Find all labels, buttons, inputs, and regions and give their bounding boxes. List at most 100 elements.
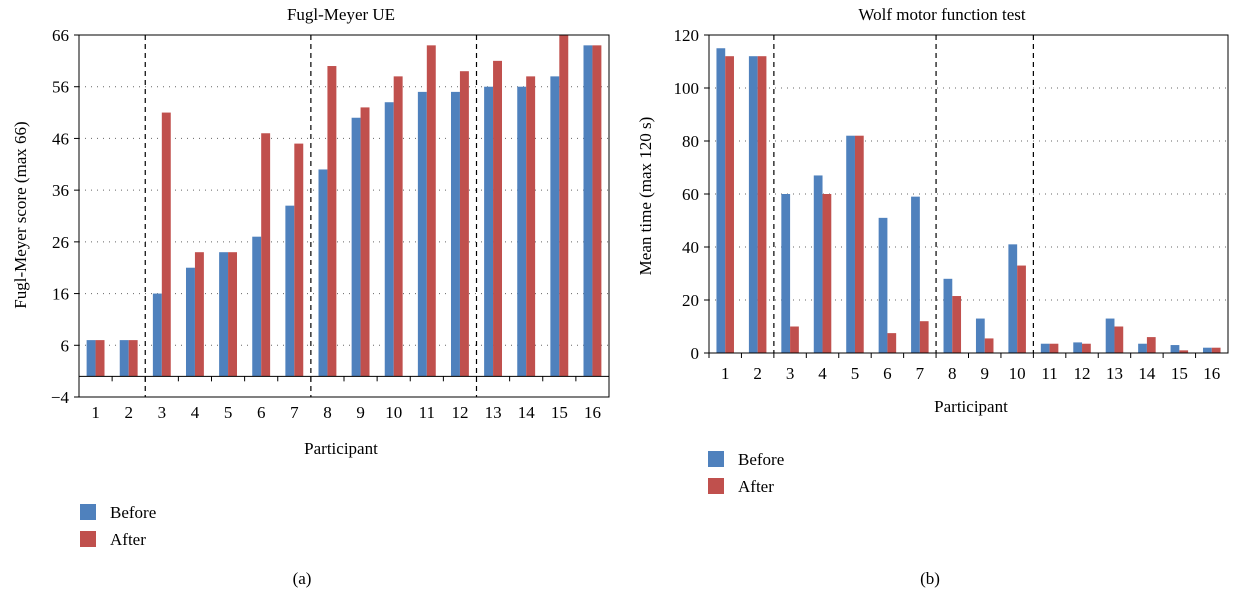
y-tick-label: 120 <box>674 26 700 45</box>
x-tick-label: 5 <box>851 364 860 383</box>
bar-after-10 <box>393 76 403 377</box>
y-tick-label: 20 <box>682 291 699 310</box>
bar-before-8 <box>943 278 953 353</box>
chart-title: Wolf motor function test <box>858 5 1025 24</box>
bar-after-14 <box>526 76 536 377</box>
plot-frame <box>78 34 610 398</box>
y-tick-label: 66 <box>52 26 69 45</box>
legend-swatch-after <box>708 478 724 494</box>
y-tick-label: 46 <box>52 129 69 148</box>
x-tick-label: 9 <box>356 403 365 422</box>
x-tick-label: 11 <box>419 403 435 422</box>
x-tick-label: 1 <box>721 364 730 383</box>
y-tick-label: 36 <box>52 181 69 200</box>
bar-before-3 <box>152 293 162 377</box>
bar-after-9 <box>984 338 994 353</box>
legend-swatch-after <box>80 531 96 547</box>
y-tick-label: 40 <box>682 238 699 257</box>
x-tick-label: 13 <box>485 403 502 422</box>
y-tick-label: 6 <box>61 336 70 355</box>
x-tick-label: 11 <box>1041 364 1057 383</box>
bar-after-15 <box>1179 350 1189 353</box>
bar-after-14 <box>1146 337 1156 353</box>
y-tick-label: 100 <box>674 79 700 98</box>
x-tick-label: 12 <box>451 403 468 422</box>
bar-before-7 <box>285 205 295 377</box>
bar-after-5 <box>854 135 864 353</box>
bar-after-5 <box>228 252 238 377</box>
bar-after-13 <box>1114 326 1124 353</box>
chart-title: Fugl-Meyer UE <box>287 5 395 24</box>
bar-before-5 <box>219 252 229 377</box>
bar-after-6 <box>261 133 271 377</box>
y-axis-label: Fugl-Meyer score (max 66) <box>11 121 30 308</box>
x-tick-label: 4 <box>818 364 827 383</box>
x-axis-label: Participant <box>304 439 378 458</box>
bar-after-7 <box>294 143 304 377</box>
bar-after-4 <box>822 194 832 353</box>
bar-after-4 <box>194 252 204 377</box>
bar-before-2 <box>748 56 758 353</box>
x-tick-label: 7 <box>916 364 925 383</box>
bar-after-8 <box>952 296 962 353</box>
x-tick-label: 2 <box>753 364 762 383</box>
bar-after-3 <box>790 326 799 353</box>
legend-label-after: After <box>738 477 774 496</box>
bar-before-2 <box>119 340 129 377</box>
bar-after-11 <box>426 45 436 377</box>
x-tick-label: 3 <box>158 403 167 422</box>
legend-label-before: Before <box>738 450 784 469</box>
chart-wolf-motor: Wolf motor function test Mean time (max … <box>636 5 1229 588</box>
x-tick-label: 5 <box>224 403 233 422</box>
bar-before-4 <box>185 267 195 377</box>
x-tick-label: 16 <box>1203 364 1220 383</box>
x-tick-label: 4 <box>191 403 200 422</box>
bar-after-10 <box>1017 265 1026 353</box>
bar-before-15 <box>550 76 560 377</box>
bar-before-11 <box>417 91 427 377</box>
x-tick-label: 14 <box>518 403 536 422</box>
bar-before-16 <box>583 45 593 377</box>
bar-after-6 <box>887 333 897 353</box>
bar-before-10 <box>1008 244 1018 353</box>
bar-before-8 <box>318 169 328 377</box>
legend-swatch-before <box>80 504 96 520</box>
y-axis-label: Mean time (max 120 s) <box>636 117 655 276</box>
y-tick-label: 0 <box>691 344 700 363</box>
bar-before-14 <box>1138 343 1147 353</box>
x-tick-label: 15 <box>551 403 568 422</box>
bar-before-4 <box>813 175 823 353</box>
y-tick-label: 60 <box>682 185 699 204</box>
bar-before-1 <box>86 340 96 377</box>
panel-label: (a) <box>293 569 312 588</box>
x-tick-label: 15 <box>1171 364 1188 383</box>
x-tick-label: 3 <box>786 364 795 383</box>
bar-before-10 <box>384 102 394 377</box>
bar-after-2 <box>757 56 767 353</box>
bar-after-11 <box>1049 343 1059 353</box>
bar-after-16 <box>1211 347 1221 353</box>
bar-after-16 <box>592 45 602 377</box>
x-tick-label: 10 <box>385 403 402 422</box>
x-tick-label: 12 <box>1074 364 1091 383</box>
legend-swatch-before <box>708 451 724 467</box>
bar-before-5 <box>846 135 855 353</box>
bar-after-1 <box>95 340 105 377</box>
bar-after-3 <box>161 112 171 377</box>
bar-before-12 <box>1073 342 1083 353</box>
bar-after-8 <box>327 66 337 377</box>
panel-label: (b) <box>920 569 940 588</box>
bar-before-6 <box>252 236 262 377</box>
x-tick-label: 8 <box>323 403 332 422</box>
legend-label-before: Before <box>110 503 156 522</box>
x-tick-label: 10 <box>1009 364 1026 383</box>
bar-before-16 <box>1203 347 1212 353</box>
bar-after-12 <box>459 71 469 377</box>
bar-before-13 <box>484 86 494 377</box>
x-tick-label: 2 <box>124 403 133 422</box>
bar-after-9 <box>360 107 370 377</box>
bar-before-13 <box>1105 318 1115 353</box>
bar-before-3 <box>781 194 791 353</box>
bar-after-1 <box>725 56 734 353</box>
